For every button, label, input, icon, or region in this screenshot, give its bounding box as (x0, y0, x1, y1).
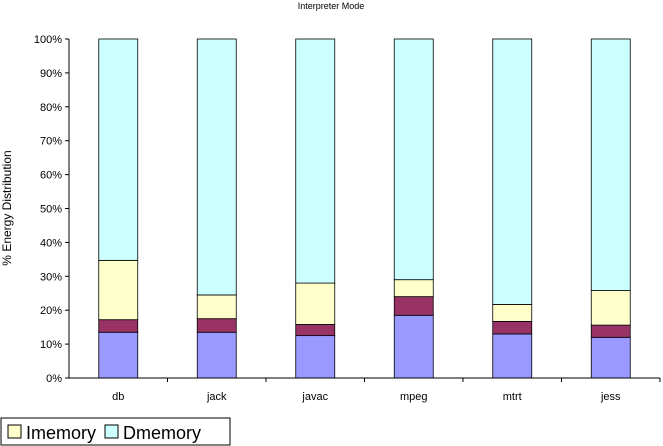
legend-swatch-imemory (7, 424, 22, 439)
y-tick-label: 100% (34, 34, 62, 46)
bar-segment-mtrt-3 (492, 38, 533, 305)
x-category-label: mtrt (503, 391, 522, 403)
bar-segment-mtrt-0 (492, 333, 533, 379)
bar-segment-mpeg-3 (393, 38, 434, 281)
bar-segment-jack-1 (196, 318, 237, 333)
legend-label-imemory: Imemory (26, 423, 96, 443)
x-category-label: jess (600, 391, 621, 403)
x-category-label: jack (206, 391, 227, 403)
bar-segment-mtrt-1 (492, 320, 533, 335)
bar-segment-jess-0 (590, 336, 631, 379)
y-tick-label: 30% (40, 271, 62, 283)
bar-segment-mpeg-1 (393, 296, 434, 316)
legend-swatch-dmemory (104, 424, 119, 439)
y-tick-label: 90% (40, 68, 62, 80)
y-tick-label: 50% (40, 204, 62, 216)
bar-segment-javac-3 (295, 38, 336, 284)
bar-segment-javac-1 (295, 324, 336, 337)
y-tick-label: 70% (40, 136, 62, 148)
bar-segment-jess-2 (590, 290, 631, 326)
bar-segment-db-1 (98, 319, 139, 333)
bar-segment-db-0 (98, 331, 139, 379)
y-tick-label: 80% (40, 102, 62, 114)
bars-layer (98, 38, 631, 379)
y-tick-label: 40% (40, 237, 62, 249)
y-tick-label: 0% (46, 373, 62, 385)
x-category-label: db (112, 391, 124, 403)
bar-segment-db-2 (98, 259, 139, 321)
bar-segment-javac-2 (295, 282, 336, 325)
y-tick-label: 20% (40, 305, 62, 317)
bar-segment-jack-0 (196, 331, 237, 379)
bar-segment-mpeg-0 (393, 314, 434, 379)
bar-segment-db-3 (98, 38, 139, 261)
y-tick-label: 10% (40, 339, 62, 351)
x-category-label: javac (301, 391, 328, 403)
x-category-label: mpeg (400, 391, 428, 403)
bar-segment-javac-0 (295, 335, 336, 379)
y-axis-ticks: 0% 10% 20% 30% 40% 50% 60% 70% 80% 90% 100% (34, 34, 69, 385)
bar-segment-mtrt-2 (492, 304, 533, 322)
y-tick-label: 60% (40, 170, 62, 182)
bar-segment-jess-3 (590, 38, 631, 291)
bar-segment-jess-1 (590, 324, 631, 338)
bar-segment-jack-2 (196, 294, 237, 320)
x-axis-categories: db jack javac mpeg mtrt jess (112, 378, 661, 403)
y-axis-label: % Energy Distribution (0, 150, 14, 265)
chart-title: Interpreter Mode (298, 1, 365, 11)
bar-segment-mpeg-2 (393, 279, 434, 298)
legend: Imemory Dmemory (0, 417, 231, 446)
bar-segment-jack-3 (196, 38, 237, 296)
legend-label-dmemory: Dmemory (123, 423, 201, 443)
